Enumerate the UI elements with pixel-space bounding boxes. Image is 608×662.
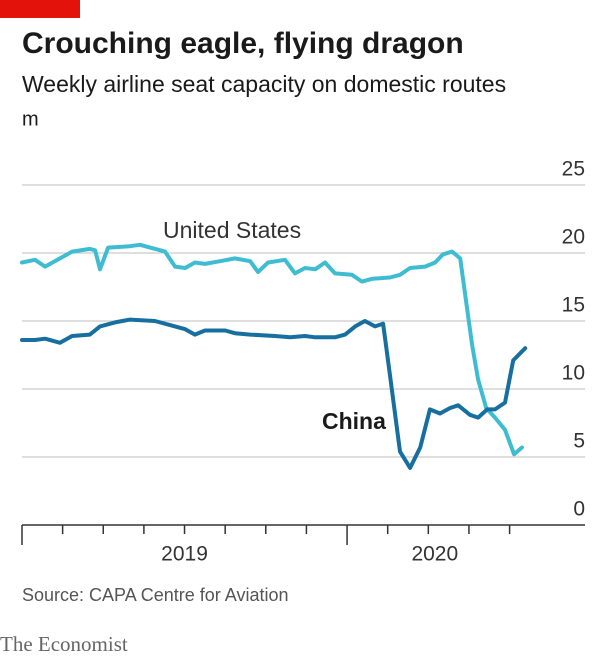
source: Source: CAPA Centre for Aviation xyxy=(22,585,288,605)
y-tick-label: 5 xyxy=(573,430,585,453)
y-tick-label: 10 xyxy=(562,362,585,385)
y-tick-label: 25 xyxy=(562,158,585,181)
chart-title: Crouching eagle, flying dragon xyxy=(22,27,464,60)
series-line xyxy=(20,317,528,470)
x-tick-label: 2020 xyxy=(411,543,458,566)
y-tick-label: 0 xyxy=(573,498,585,521)
series-line xyxy=(20,242,524,457)
series-label: United States xyxy=(163,217,301,243)
series-label: China xyxy=(322,408,386,434)
unit-label: m xyxy=(22,108,39,130)
brand-bar xyxy=(0,0,80,18)
chart-subtitle: Weekly airline seat capacity on domestic… xyxy=(22,71,506,97)
publisher: The Economist xyxy=(0,632,128,656)
y-tick-label: 20 xyxy=(562,226,585,249)
x-tick-label: 2019 xyxy=(161,543,208,566)
y-tick-label: 15 xyxy=(562,294,585,317)
